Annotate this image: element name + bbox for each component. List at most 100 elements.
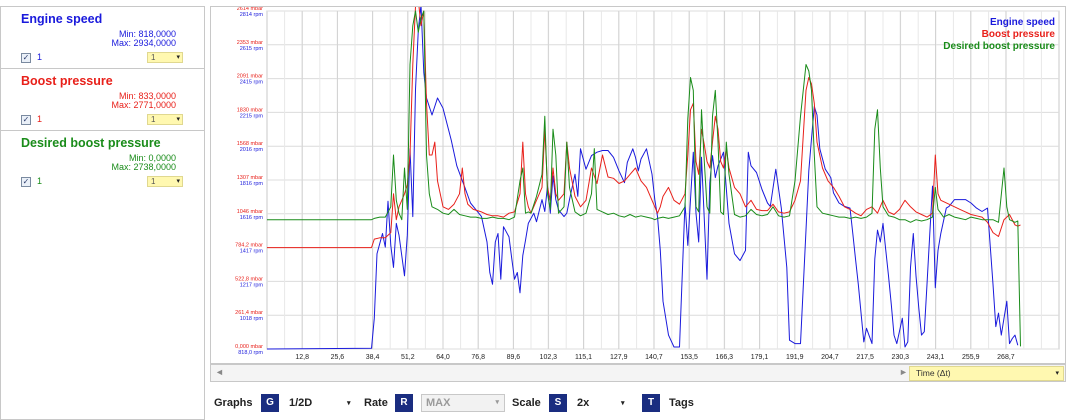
channel-min: Min: 833,0000 — [118, 91, 176, 101]
scale-dropdown-icon[interactable]: ▾ — [621, 400, 625, 407]
channel-max: Max: 2934,0000 — [111, 38, 176, 48]
x-tick-label: 76,8 — [471, 354, 485, 361]
chevron-down-icon: ▾ — [176, 116, 180, 123]
channel-max: Max: 2771,0000 — [111, 100, 176, 110]
y-tick-label-mbar: 2091 mbar — [237, 74, 263, 80]
y-tick-label-rpm: 1616 rpm — [240, 215, 264, 221]
y-tick-label-mbar: 1046 mbar — [237, 209, 263, 215]
channel-checkbox[interactable]: ✓ — [21, 177, 31, 187]
channel-checkbox[interactable]: ✓ — [21, 115, 31, 125]
x-tick-label: 230,3 — [892, 354, 910, 361]
y-tick-label-rpm: 2415 rpm — [240, 80, 264, 86]
y-tick-label-mbar: 0,000 mbar — [235, 344, 263, 350]
channel-engine-speed[interactable]: Engine speed Min: 818,0000 Max: 2934,000… — [1, 7, 204, 69]
channel-selector[interactable]: 1 ▾ — [147, 114, 183, 125]
y-tick-label-rpm: 2016 rpm — [240, 147, 264, 153]
y-tick-label-rpm: 818,0 rpm — [238, 350, 263, 356]
y-tick-label-mbar: 2353 mbar — [237, 40, 263, 46]
scale-label: Scale — [512, 397, 541, 409]
graphs-value[interactable]: 1/2D — [289, 397, 313, 409]
x-tick-label: 255,9 — [962, 354, 980, 361]
y-tick-label-rpm: 1816 rpm — [240, 181, 264, 187]
chevron-down-icon: ▾ — [176, 178, 180, 185]
x-tick-label: 102,3 — [540, 354, 558, 361]
y-tick-label-mbar: 1830 mbar — [237, 107, 263, 113]
channel-name: Desired boost pressure — [21, 136, 161, 150]
x-tick-label: 204,7 — [821, 354, 839, 361]
x-tick-label: 153,5 — [680, 354, 698, 361]
tags-key-button[interactable]: T — [642, 394, 660, 412]
rate-key-button[interactable]: R — [395, 394, 413, 412]
chevron-down-icon: ▾ — [1055, 370, 1059, 377]
y-tick-label-rpm: 1018 rpm — [240, 316, 264, 322]
tags-label[interactable]: Tags — [669, 397, 694, 409]
y-tick-label-rpm: 2615 rpm — [240, 46, 264, 52]
time-axis-select[interactable]: Time (Δt) ▾ — [909, 366, 1064, 381]
y-tick-label-mbar: 1307 mbar — [237, 175, 263, 181]
series-line-desired-boost-pressure — [267, 10, 1021, 347]
y-tick-label-mbar: 2614 mbar — [237, 7, 263, 12]
channel-checkbox[interactable]: ✓ — [21, 53, 31, 63]
channel-selector-value: 1 — [151, 177, 156, 186]
x-tick-label: 243,1 — [927, 354, 945, 361]
scale-key-button[interactable]: S — [549, 394, 567, 412]
y-tick-label-mbar: 784,2 mbar — [235, 243, 263, 249]
graphs-dropdown-icon[interactable]: ▾ — [347, 400, 351, 407]
chevron-down-icon: ▾ — [176, 54, 180, 61]
channel-selector-value: 1 — [151, 115, 156, 124]
scroll-right-icon[interactable]: ► — [899, 367, 908, 377]
channel-boost-pressure[interactable]: Boost pressure Min: 833,0000 Max: 2771,0… — [1, 69, 204, 131]
x-tick-label: 191,9 — [786, 354, 804, 361]
scale-value[interactable]: 2x — [577, 397, 590, 409]
channel-name: Boost pressure — [21, 74, 113, 88]
channel-min: Min: 0,0000 — [128, 153, 176, 163]
horizontal-scrollbar[interactable]: ◄ ► Time (Δt) ▾ — [210, 364, 1066, 382]
x-tick-label: 140,7 — [645, 354, 663, 361]
y-tick-label-mbar: 1568 mbar — [237, 141, 263, 147]
y-tick-label-mbar: 261,4 mbar — [235, 310, 263, 316]
legend-boost-pressure: Boost pressure — [981, 29, 1055, 40]
x-tick-label: 38,4 — [366, 354, 380, 361]
x-tick-label: 12,8 — [295, 354, 309, 361]
channel-min: Min: 818,0000 — [118, 29, 176, 39]
graphs-key-button[interactable]: G — [261, 394, 279, 412]
rate-label: Rate — [364, 397, 388, 409]
channel-index: 1 — [37, 52, 43, 62]
graphs-label: Graphs — [214, 397, 253, 409]
channel-selector[interactable]: 1 ▾ — [147, 176, 183, 187]
legend-desired-boost-pressure: Desired boost pressure — [943, 41, 1055, 52]
y-tick-label-rpm: 2814 rpm — [240, 12, 264, 18]
x-tick-label: 268,7 — [997, 354, 1015, 361]
channel-desired-boost-pressure[interactable]: Desired boost pressure Min: 0,0000 Max: … — [1, 131, 204, 201]
x-tick-label: 179,1 — [751, 354, 769, 361]
time-axis-label: Time (Δt) — [916, 368, 951, 378]
channel-name: Engine speed — [21, 12, 103, 26]
channel-index: 1 — [37, 114, 43, 124]
rate-select[interactable]: MAX ▾ — [421, 394, 505, 412]
series-line-engine-speed — [266, 7, 1019, 350]
x-tick-label: 89,6 — [507, 354, 521, 361]
y-tick-label-rpm: 2215 rpm — [240, 113, 264, 119]
channel-selector-value: 1 — [151, 53, 156, 62]
scroll-left-icon[interactable]: ◄ — [215, 367, 224, 377]
x-tick-label: 25,6 — [331, 354, 345, 361]
channel-max: Max: 2738,0000 — [111, 162, 176, 172]
rate-value: MAX — [426, 397, 451, 409]
x-tick-label: 166,3 — [716, 354, 734, 361]
legend-engine-speed: Engine speed — [989, 17, 1055, 28]
channel-index: 1 — [37, 176, 43, 186]
x-tick-label: 115,1 — [575, 354, 592, 361]
x-tick-label: 64,0 — [436, 354, 450, 361]
chevron-down-icon: ▾ — [495, 399, 499, 406]
y-tick-label-rpm: 1217 rpm — [240, 282, 264, 288]
x-tick-label: 51,2 — [401, 354, 415, 361]
series-line-boost-pressure — [267, 7, 1021, 249]
y-tick-label-rpm: 1417 rpm — [240, 249, 264, 255]
y-tick-label-mbar: 522,8 mbar — [235, 276, 263, 282]
chart-frame[interactable]: 2614 mbar 2814 rpm 2353 mbar 2615 rpm 2091 m… — [210, 6, 1066, 364]
channel-selector[interactable]: 1 ▾ — [147, 52, 183, 63]
x-tick-label: 217,5 — [856, 354, 874, 361]
x-tick-label: 127,9 — [610, 354, 628, 361]
